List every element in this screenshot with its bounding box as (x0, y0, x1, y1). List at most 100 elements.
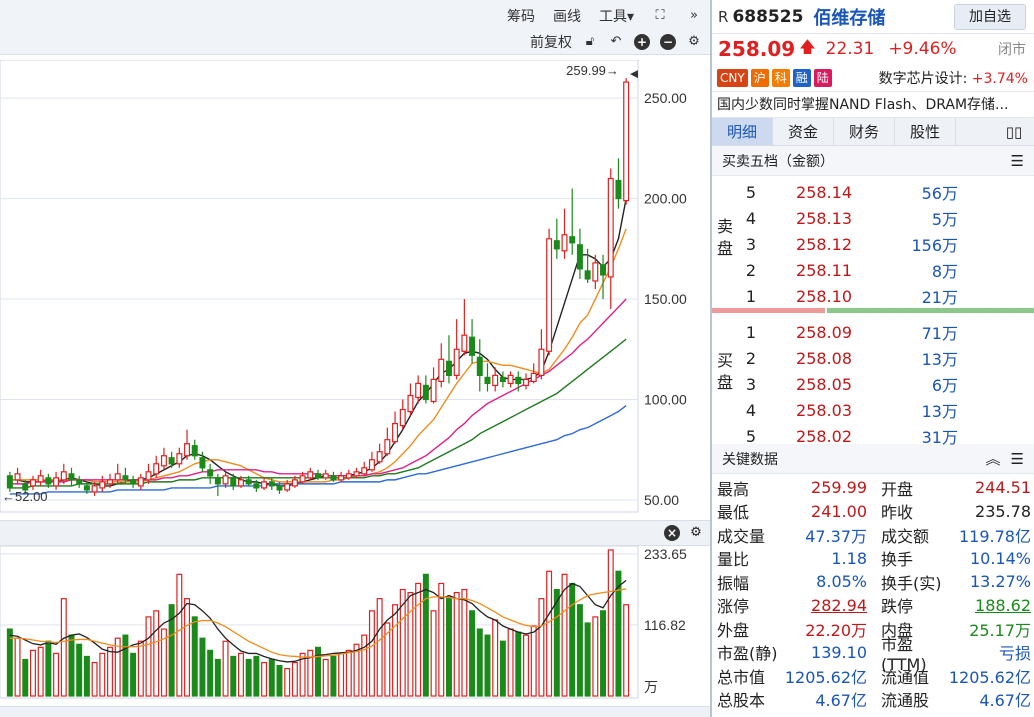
candle (499, 371, 506, 388)
tab-profile[interactable]: 股性 (895, 118, 956, 145)
volume-bar (168, 604, 175, 697)
ask-row[interactable]: 3 258.12 156万 (738, 231, 1034, 257)
volume-bar (546, 570, 553, 697)
candle (291, 475, 298, 488)
candle (315, 469, 321, 480)
keydata-label: 成交量 (717, 526, 766, 546)
stock-description[interactable]: 国内少数同时掌握NAND Flash、DRAM存储... (712, 92, 1034, 118)
volume-bar (607, 549, 614, 697)
volume-bar (230, 655, 237, 697)
chart-pane: 筹码 画线 工具▾ ⛶ » 前复权 🔓︎ ↶ + − ⚙ 250.00 200.0… (0, 0, 710, 717)
menu-icon[interactable]: ☰ (1010, 449, 1024, 468)
bid-row[interactable]: 4 258.03 13万 (738, 397, 1034, 423)
volume-bar (214, 658, 221, 697)
tag-row: CNY 沪科融陆 数字芯片设计: +3.74% (712, 64, 1034, 92)
ask-row[interactable]: 4 258.13 5万 (738, 205, 1034, 231)
candle (307, 467, 314, 480)
volume-bar (107, 646, 113, 697)
volume-bar (430, 610, 437, 697)
candle (484, 363, 491, 392)
level: 2 (745, 260, 757, 280)
collapse-right-icon[interactable]: » (690, 8, 698, 23)
market-status: 闭市 (998, 42, 1026, 58)
keydata-value: 4.67亿 (815, 691, 867, 711)
keydata-value: 13.27% (969, 572, 1031, 592)
candle (191, 439, 198, 460)
bid-volume: 13万 (921, 402, 958, 421)
gear-icon[interactable]: ⚙ (688, 34, 700, 49)
volume-bar (376, 598, 383, 697)
ask-volume: 5万 (931, 210, 958, 229)
volume-bar (484, 634, 491, 697)
layout-icon[interactable]: ▯▯ (1005, 123, 1023, 141)
sell-side-label: 卖盘 (716, 217, 733, 258)
volume-bar (569, 582, 576, 697)
collapse-icon[interactable]: ︽ (985, 450, 1001, 468)
draw-line-button[interactable]: 画线 (552, 9, 581, 25)
plot-area (0, 59, 639, 513)
candle (368, 451, 375, 472)
keydata-label: 总市值 (717, 667, 766, 687)
keydata-value: 47.37万 (805, 526, 867, 546)
tab-detail[interactable]: 明细 (712, 118, 773, 145)
candle (538, 329, 545, 380)
ask-price: 258.13 (796, 208, 852, 228)
menu-icon[interactable]: ☰ (1010, 151, 1024, 170)
kline-chart[interactable]: 250.00 200.00 150.00 100.00 50.00 259.99→ ←52.… (0, 59, 710, 520)
price-cursor-icon (630, 70, 638, 79)
tab-finance[interactable]: 财务 (834, 118, 895, 145)
candle (29, 475, 36, 490)
tools-menu[interactable]: 工具▾ (598, 9, 634, 25)
last-price: 258.09 (718, 37, 796, 61)
volume-bar (60, 598, 67, 697)
candle (230, 473, 237, 490)
candle (399, 399, 406, 430)
ask-row[interactable]: 1 258.10 21万 (738, 283, 1034, 309)
bottom-panel-header (0, 706, 710, 717)
ask-volume: 21万 (921, 288, 958, 307)
bid-row[interactable]: 3 258.05 6万 (738, 371, 1034, 397)
volume-bar (399, 588, 406, 697)
candle (407, 383, 414, 416)
ask-row[interactable]: 2 258.11 8万 (738, 257, 1034, 283)
volume-bar (476, 628, 483, 697)
candle (37, 469, 44, 486)
close-icon[interactable]: × (664, 525, 680, 541)
bid-row[interactable]: 1 258.09 71万 (738, 319, 1034, 345)
bid-row[interactable]: 5 258.02 31万 (738, 423, 1034, 449)
tag-badge: 科 (771, 68, 790, 87)
candle (461, 299, 468, 356)
candle (353, 467, 360, 478)
volume-bar (37, 646, 44, 697)
candle (553, 218, 560, 259)
bid-row[interactable]: 2 258.08 13万 (738, 345, 1034, 371)
volume-bar (176, 573, 183, 697)
keydata-label: 开盘 (881, 479, 914, 499)
volume-bar (130, 652, 137, 697)
bid-volume: 71万 (921, 324, 958, 343)
volume-header: × ⚙ (0, 520, 710, 546)
tab-funds[interactable]: 资金 (773, 118, 834, 145)
volume-bar (422, 573, 429, 697)
volume-chart[interactable]: 233.65 116.82 万 (0, 545, 710, 706)
volume-tick: 116.82 (644, 617, 686, 633)
volume-bar (523, 634, 529, 697)
zoom-out-icon[interactable]: − (660, 34, 676, 50)
price-change: 22.31 (825, 39, 875, 59)
sector-info[interactable]: 数字芯片设计: +3.74% (879, 68, 1028, 88)
volume-bar (53, 652, 60, 697)
add-watchlist-button[interactable]: 加自选 (954, 4, 1026, 30)
chips-button[interactable]: 筹码 (506, 9, 535, 25)
lock-icon[interactable]: 🔓︎ (585, 34, 595, 49)
candle (600, 254, 607, 300)
ask-row[interactable]: 5 258.14 56万 (738, 179, 1034, 205)
fullscreen-icon[interactable]: ⛶ (655, 8, 665, 23)
ma-line (9, 404, 627, 495)
gear-icon[interactable]: ⚙ (690, 525, 702, 540)
undo-icon[interactable]: ↶ (610, 34, 622, 49)
adjust-mode-button[interactable]: 前复权 (530, 35, 572, 51)
candle (107, 473, 113, 488)
volume-bar (153, 610, 160, 697)
zoom-in-icon[interactable]: + (634, 34, 650, 50)
